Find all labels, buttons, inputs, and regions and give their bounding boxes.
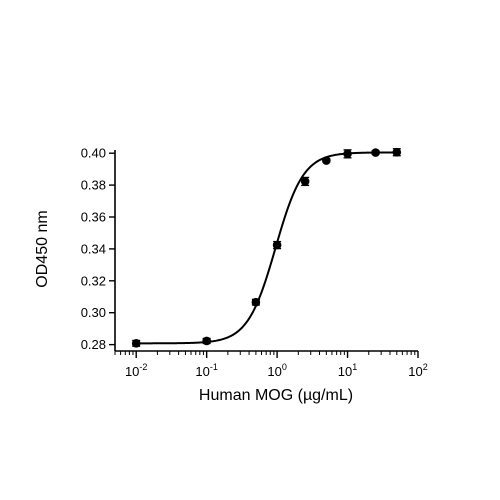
x-tick-label: 101	[338, 362, 357, 379]
data-point	[202, 336, 211, 346]
data-points-layer	[131, 147, 402, 348]
y-tick-label: 0.32	[81, 273, 106, 288]
y-axis-title: OD450 nm	[34, 210, 51, 287]
data-point	[322, 156, 331, 165]
y-tick-label: 0.38	[81, 178, 106, 193]
x-tick-label: 10-1	[195, 362, 217, 379]
tick-layer: 0.28 0.30 0.32 0.34 0.36 0.38 0.40 10-2 10-1 100 1…	[81, 146, 428, 379]
y-tick-label: 0.34	[81, 241, 106, 256]
x-tick-label: 10-2	[125, 362, 147, 379]
x-tick-label: 102	[408, 362, 427, 379]
data-point	[343, 149, 352, 159]
x-axis-title: Human MOG (µg/mL)	[199, 387, 353, 404]
fit-curve	[136, 151, 397, 345]
fit-curve-layer	[136, 151, 397, 345]
data-point	[371, 148, 380, 157]
data-point	[251, 297, 261, 307]
data-point	[392, 147, 402, 157]
data-point	[131, 339, 141, 348]
y-tick-label: 0.36	[81, 210, 106, 225]
data-point	[300, 177, 310, 186]
y-tick-label: 0.28	[81, 337, 106, 352]
y-tick-label: 0.40	[81, 146, 106, 161]
axes	[114, 150, 418, 352]
y-tick-label: 0.30	[81, 305, 106, 320]
data-point	[272, 240, 282, 250]
x-tick-label: 100	[267, 362, 286, 379]
